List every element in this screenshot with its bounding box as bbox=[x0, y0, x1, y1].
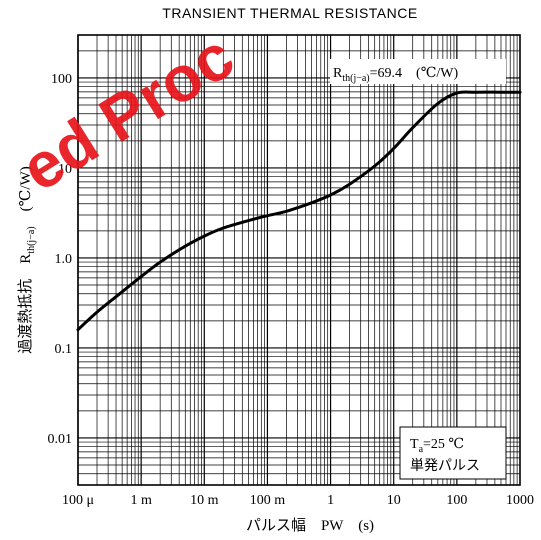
x-tick-label: 1 m bbox=[130, 493, 152, 508]
y-tick-label: 10 bbox=[58, 162, 72, 177]
y-tick-label: 0.1 bbox=[55, 342, 73, 357]
x-tick-label: 100 bbox=[446, 493, 467, 508]
x-tick-label: 1 bbox=[327, 493, 334, 508]
rth-annotation: Rth(j−a)=69.4 (℃/W) bbox=[333, 66, 458, 84]
y-axis-label: 過渡熱抵抗 Rth(j−a) (℃/W) bbox=[17, 166, 37, 353]
y-tick-label: 0.01 bbox=[48, 432, 73, 447]
condition-box bbox=[399, 426, 507, 480]
x-tick-labels: 100 μ 1 m 10 m 100 m 1 10 100 1000 bbox=[62, 493, 534, 508]
x-tick-label: 100 μ bbox=[62, 493, 94, 508]
y-axis-label-group: 過渡熱抵抗 Rth(j−a) (℃/W) bbox=[17, 166, 37, 353]
condition-note: 単発パルス bbox=[410, 458, 480, 474]
y-axis-label-subscript: th(j−a) bbox=[26, 226, 37, 253]
y-tick-label: 100 bbox=[51, 72, 72, 87]
x-tick-label: 1000 bbox=[506, 493, 534, 508]
condition-subscript: a bbox=[419, 444, 424, 455]
rth-subscript: th(j−a) bbox=[342, 73, 369, 84]
chart-title: TRANSIENT THERMAL RESISTANCE bbox=[162, 5, 417, 21]
condition-symbol: T bbox=[410, 437, 419, 452]
condition-temperature: Ta=25 ℃ bbox=[410, 437, 464, 455]
rth-symbol: R bbox=[333, 66, 343, 81]
y-axis-label-unit: (℃/W) bbox=[18, 166, 34, 211]
condition-value: =25 ℃ bbox=[423, 437, 464, 452]
rth-value: =69.4 (℃/W) bbox=[370, 66, 459, 81]
plot-frame bbox=[77, 34, 521, 486]
x-axis-label: パルス幅 PW (s) bbox=[246, 517, 374, 534]
series-line bbox=[76, 90, 522, 332]
y-axis-label-symbol: R bbox=[18, 254, 34, 264]
x-tick-label: 10 m bbox=[190, 493, 219, 508]
rth-annotation-box bbox=[330, 59, 506, 84]
y-tick-label: 1.0 bbox=[55, 252, 73, 267]
x-tick-label: 100 m bbox=[250, 493, 286, 508]
grid-lines bbox=[77, 34, 520, 486]
y-axis-label-main: 過渡熱抵抗 bbox=[17, 279, 34, 354]
y-tick-labels: 0.01 0.1 1.0 10 100 bbox=[48, 72, 73, 447]
x-tick-label: 10 bbox=[387, 493, 401, 508]
